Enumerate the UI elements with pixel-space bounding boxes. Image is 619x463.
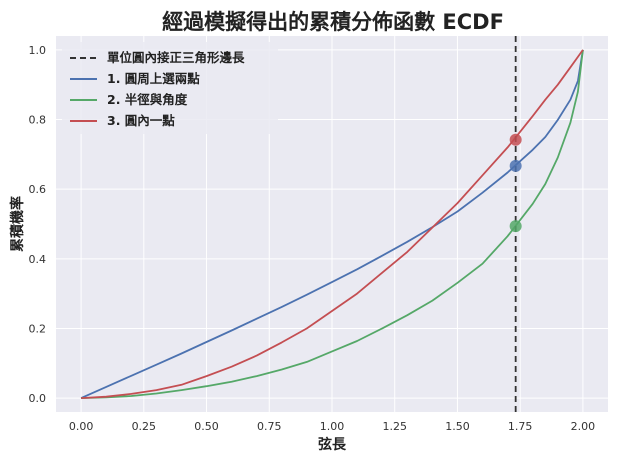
series-line-2 — [81, 49, 584, 399]
chart-title: 經過模擬得出的累積分佈函數 ECDF — [162, 10, 504, 34]
y-tick-label: 0.2 — [29, 322, 47, 335]
x-tick-label: 1.50 — [445, 420, 470, 433]
y-tick-label: 0.4 — [29, 253, 47, 266]
series-marker-3 — [509, 133, 522, 146]
x-axis-label: 弦長 — [318, 436, 347, 453]
series-line-1 — [80, 49, 584, 399]
x-tick-label: 1.75 — [508, 420, 533, 433]
legend-label-series-1: 1. 圓周上選兩點 — [107, 71, 200, 86]
y-tick-label: 0.8 — [29, 114, 47, 127]
x-tick-label: 0.75 — [257, 420, 282, 433]
x-tick-label: 1.25 — [382, 420, 407, 433]
x-tick-label: 0.50 — [194, 420, 219, 433]
series-marker-2 — [509, 220, 522, 233]
legend-label-series-3: 3. 圓內一點 — [107, 113, 175, 128]
x-tick-label: 0.25 — [132, 420, 157, 433]
y-tick-label: 1.0 — [29, 44, 47, 57]
legend-box — [62, 42, 278, 134]
legend-label-series-2: 2. 半徑與角度 — [107, 92, 188, 107]
series-line-3 — [81, 49, 584, 399]
legend-label-vline: 單位圓內接正三角形邊長 — [107, 50, 245, 65]
y-tick-label: 0.0 — [29, 392, 47, 405]
series-layer — [80, 49, 584, 399]
legend: 單位圓內接正三角形邊長 1. 圓周上選兩點 2. 半徑與角度 3. 圓內一點 — [62, 42, 278, 134]
y-axis-label: 累積機率 — [9, 196, 26, 252]
marker-layer — [509, 133, 522, 233]
x-tick-labels: 0.00 0.25 0.50 0.75 1.00 1.25 1.50 1.75 2.00 — [69, 420, 595, 433]
y-tick-labels: 0.0 0.2 0.4 0.6 0.8 1.0 — [29, 44, 47, 405]
x-tick-label: 0.00 — [69, 420, 94, 433]
x-tick-label: 2.00 — [571, 420, 596, 433]
y-tick-label: 0.6 — [29, 183, 47, 196]
x-tick-label: 1.00 — [320, 420, 345, 433]
series-marker-1 — [509, 159, 522, 172]
